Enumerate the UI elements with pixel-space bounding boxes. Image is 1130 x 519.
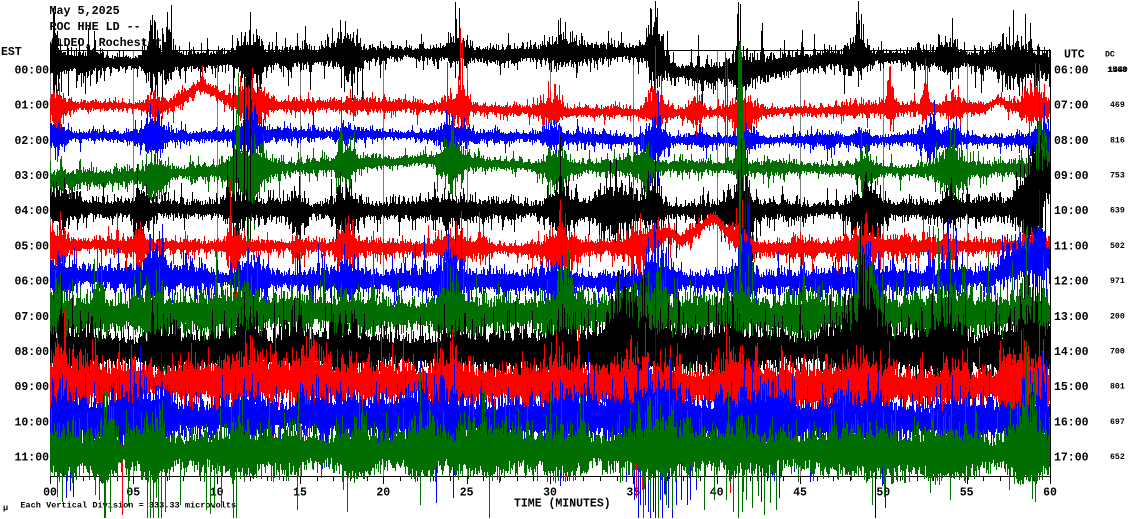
svg-text:μ: μ [3, 503, 8, 513]
svg-text:753: 753 [1110, 172, 1125, 181]
svg-text:469: 469 [1110, 101, 1125, 110]
svg-text:EST: EST [1, 46, 22, 59]
svg-text:45: 45 [793, 487, 807, 500]
svg-text:971: 971 [1110, 277, 1125, 286]
svg-text:11:00: 11:00 [14, 452, 49, 465]
svg-text:200: 200 [1110, 312, 1125, 321]
svg-text:08:00: 08:00 [1054, 135, 1089, 148]
svg-text:12:00: 12:00 [1054, 276, 1089, 289]
svg-text:09:00: 09:00 [1054, 170, 1089, 183]
svg-text:08:00: 08:00 [14, 346, 49, 359]
svg-text:09:00: 09:00 [14, 381, 49, 394]
svg-text:801: 801 [1110, 383, 1125, 392]
svg-text:502: 502 [1110, 242, 1125, 251]
svg-text:ROC HHE LD --: ROC HHE LD -- [50, 20, 141, 34]
svg-text:652: 652 [1110, 453, 1125, 462]
svg-text:(LDEO, Rochester: (LDEO, Rochester [50, 36, 162, 50]
svg-text:60: 60 [1043, 487, 1057, 500]
svg-text:05: 05 [126, 487, 140, 500]
svg-text:14:00: 14:00 [1054, 346, 1089, 359]
svg-text:TIME (MINUTES): TIME (MINUTES) [514, 498, 611, 511]
svg-text:700: 700 [1110, 347, 1125, 356]
svg-text:10:00: 10:00 [14, 416, 49, 429]
svg-text:15: 15 [293, 487, 307, 500]
svg-text:00:00: 00:00 [14, 65, 49, 78]
svg-text:10:00: 10:00 [1054, 205, 1089, 218]
svg-text:17:00: 17:00 [1054, 452, 1089, 465]
svg-text:06:00: 06:00 [1054, 65, 1089, 78]
svg-text:04:00: 04:00 [14, 205, 49, 218]
svg-text:00: 00 [43, 487, 57, 500]
svg-text:11:00: 11:00 [1054, 240, 1089, 253]
svg-text:01:00: 01:00 [14, 100, 49, 113]
svg-text:816: 816 [1110, 136, 1125, 145]
svg-text:07:00: 07:00 [14, 311, 49, 324]
svg-text:06:00: 06:00 [14, 276, 49, 289]
svg-text:10: 10 [210, 487, 224, 500]
svg-text:1568: 1568 [1107, 66, 1127, 75]
svg-text:697: 697 [1110, 418, 1125, 427]
svg-text:03:00: 03:00 [14, 170, 49, 183]
svg-text:639: 639 [1110, 207, 1125, 216]
svg-text:DC: DC [1105, 51, 1115, 60]
svg-text:25: 25 [460, 487, 474, 500]
svg-text:1440: 1440 [1108, 66, 1128, 75]
svg-text:02:00: 02:00 [14, 135, 49, 148]
svg-text:13:00: 13:00 [1054, 311, 1089, 324]
svg-text:20: 20 [376, 487, 390, 500]
svg-text:16:00: 16:00 [1054, 416, 1089, 429]
svg-text:40: 40 [710, 487, 724, 500]
svg-text:05:00: 05:00 [14, 240, 49, 253]
svg-text:15:00: 15:00 [1054, 381, 1089, 394]
svg-text:50: 50 [876, 487, 890, 500]
svg-text:UTC: UTC [1064, 49, 1085, 62]
svg-text:May 5,2025: May 5,2025 [50, 4, 120, 18]
svg-text:30: 30 [543, 487, 557, 500]
svg-text:55: 55 [960, 487, 974, 500]
svg-text:07:00: 07:00 [1054, 100, 1089, 113]
